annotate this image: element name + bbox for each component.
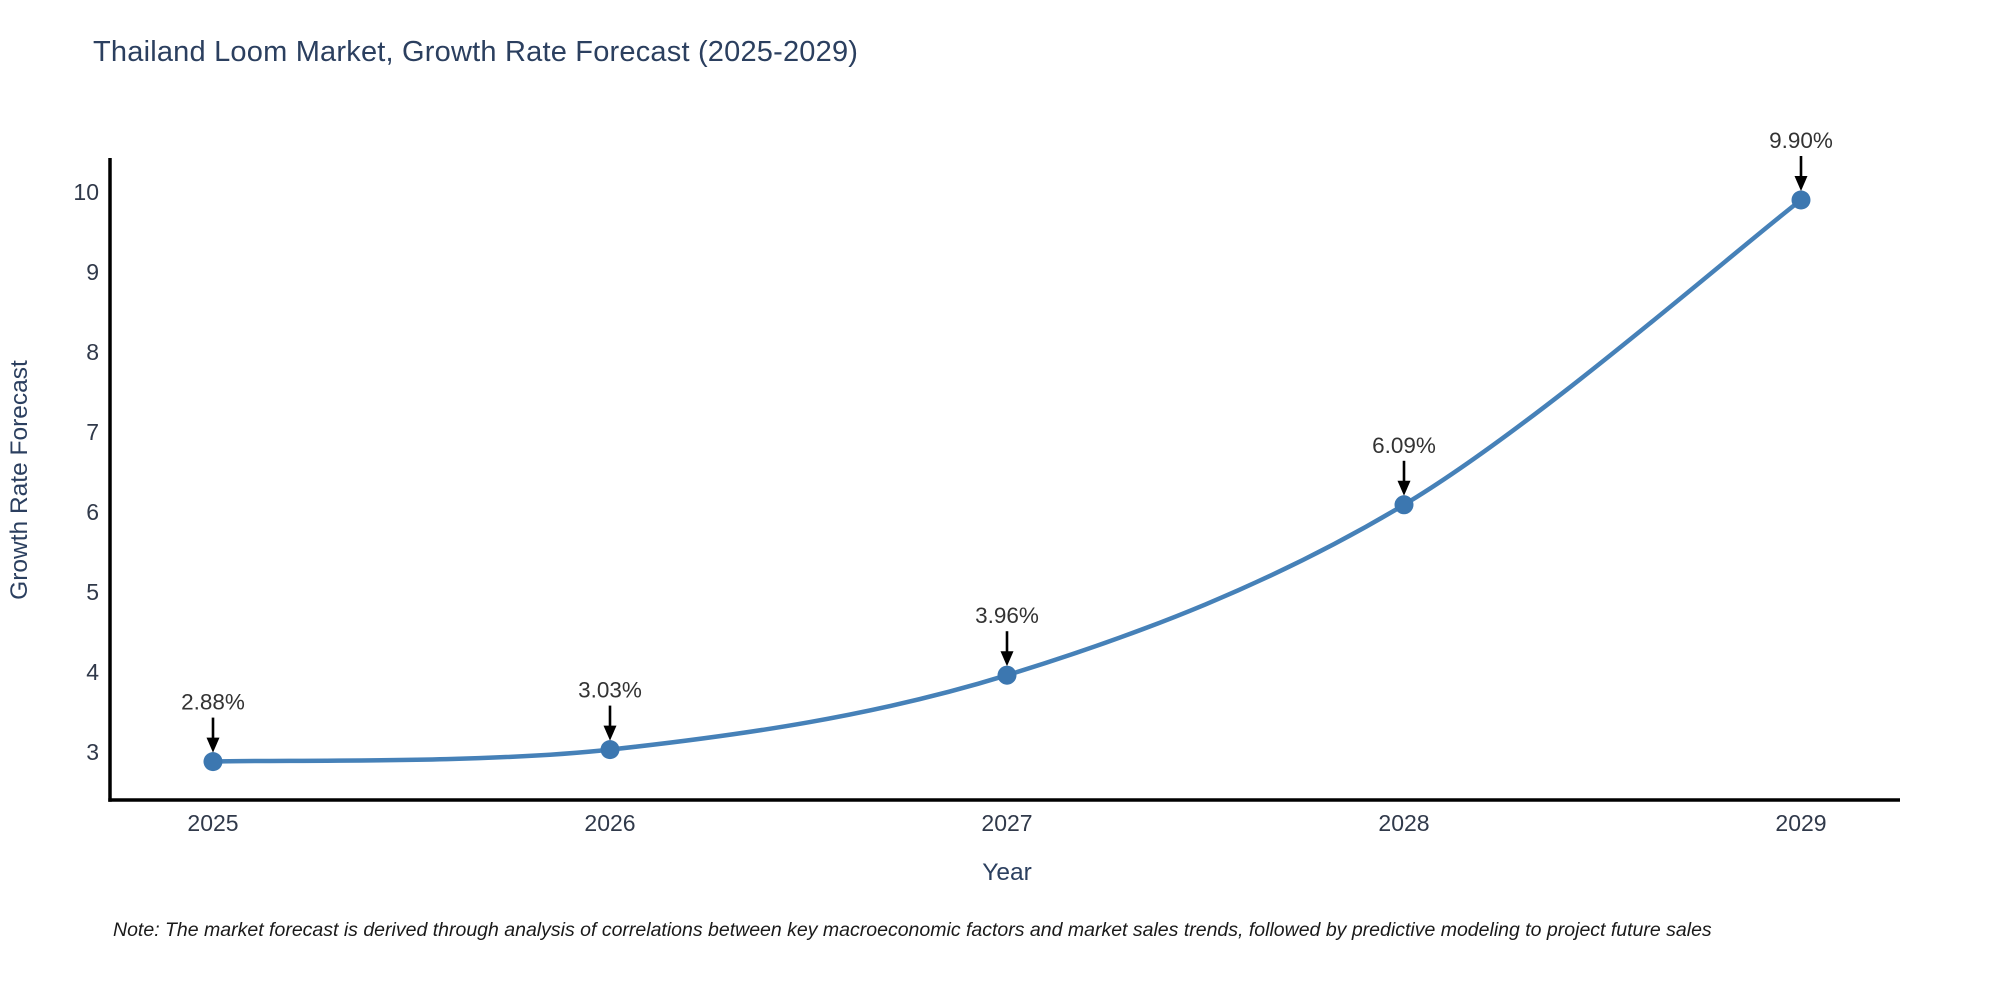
annotation-arrowhead — [603, 725, 617, 741]
x-tick-label: 2028 — [1378, 810, 1429, 836]
chart-title: Thailand Loom Market, Growth Rate Foreca… — [93, 36, 859, 68]
point-label: 3.03% — [578, 678, 642, 703]
data-point — [203, 752, 223, 772]
y-tick-label: 3 — [86, 739, 99, 765]
data-point — [997, 665, 1017, 685]
data-point — [1791, 190, 1811, 210]
footnote: Note: The market forecast is derived thr… — [113, 919, 1712, 941]
y-tick-label: 9 — [86, 259, 99, 285]
x-tick-label: 2029 — [1775, 810, 1826, 836]
annotation-arrowhead — [1794, 176, 1808, 191]
annotation-arrowhead — [1000, 651, 1014, 667]
y-axis-title: Growth Rate Forecast — [6, 360, 33, 600]
point-label: 6.09% — [1372, 433, 1436, 458]
y-tick-label: 4 — [86, 659, 99, 685]
annotation-arrowhead — [1397, 480, 1411, 496]
y-tick-label: 5 — [86, 579, 99, 605]
y-tick-label: 10 — [73, 179, 99, 205]
point-label: 2.88% — [181, 690, 245, 715]
point-label: 3.96% — [975, 603, 1039, 628]
x-tick-label: 2027 — [981, 810, 1032, 836]
data-point — [1394, 495, 1414, 515]
y-tick-label: 8 — [86, 339, 99, 365]
x-axis-title: Year — [982, 859, 1032, 886]
x-tick-label: 2026 — [584, 810, 635, 836]
annotation-arrowhead — [206, 737, 220, 753]
data-point — [600, 740, 620, 760]
line-series — [210, 197, 1804, 764]
x-tick-label: 2025 — [187, 810, 238, 836]
y-tick-label: 7 — [86, 419, 99, 445]
point-label: 9.90% — [1769, 128, 1833, 153]
y-tick-label: 6 — [86, 499, 99, 525]
